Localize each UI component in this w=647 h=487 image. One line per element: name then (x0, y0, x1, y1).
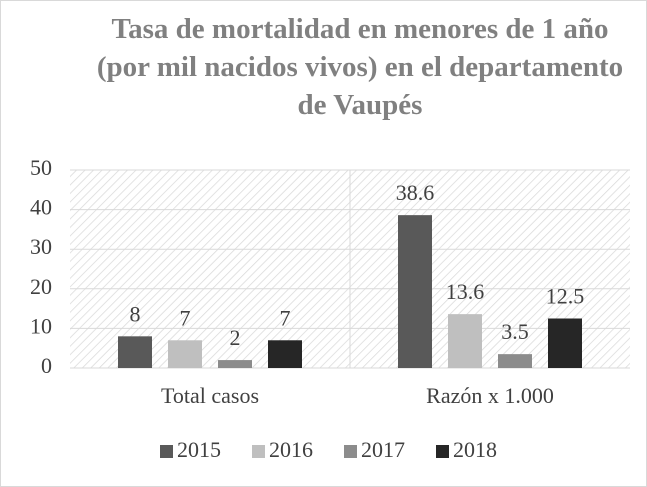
bar (268, 340, 302, 368)
data-label: 7 (180, 305, 191, 330)
data-label: 3.5 (501, 319, 529, 344)
legend-label: 2015 (177, 437, 221, 462)
x-tick-label: Razón x 1.000 (426, 383, 554, 408)
bar (218, 360, 252, 368)
chart-title: Tasa de mortalidad en menores de 1 año (… (96, 13, 624, 121)
y-tick-label: 20 (30, 274, 52, 299)
data-label: 38.6 (396, 180, 435, 205)
y-tick-label: 10 (30, 313, 52, 338)
legend-swatch (160, 445, 173, 458)
x-tick-label: Total casos (161, 383, 259, 408)
bar (168, 340, 202, 368)
y-tick-label: 40 (30, 195, 52, 220)
bar (448, 314, 482, 368)
bar (118, 336, 152, 368)
y-tick-label: 50 (30, 155, 52, 180)
bar (498, 354, 532, 368)
y-tick-label: 0 (41, 353, 52, 378)
bar (548, 318, 582, 368)
legend-swatch (252, 445, 265, 458)
data-label: 12.5 (546, 284, 585, 309)
y-tick-label: 30 (30, 234, 52, 259)
legend-swatch (344, 445, 357, 458)
data-label: 2 (230, 325, 241, 350)
data-label: 7 (280, 305, 291, 330)
legend-label: 2017 (361, 437, 405, 462)
legend-label: 2018 (453, 437, 497, 462)
data-label: 13.6 (446, 279, 485, 304)
legend-label: 2016 (269, 437, 313, 462)
data-label: 8 (130, 301, 141, 326)
legend-swatch (436, 445, 449, 458)
bar (398, 215, 432, 368)
